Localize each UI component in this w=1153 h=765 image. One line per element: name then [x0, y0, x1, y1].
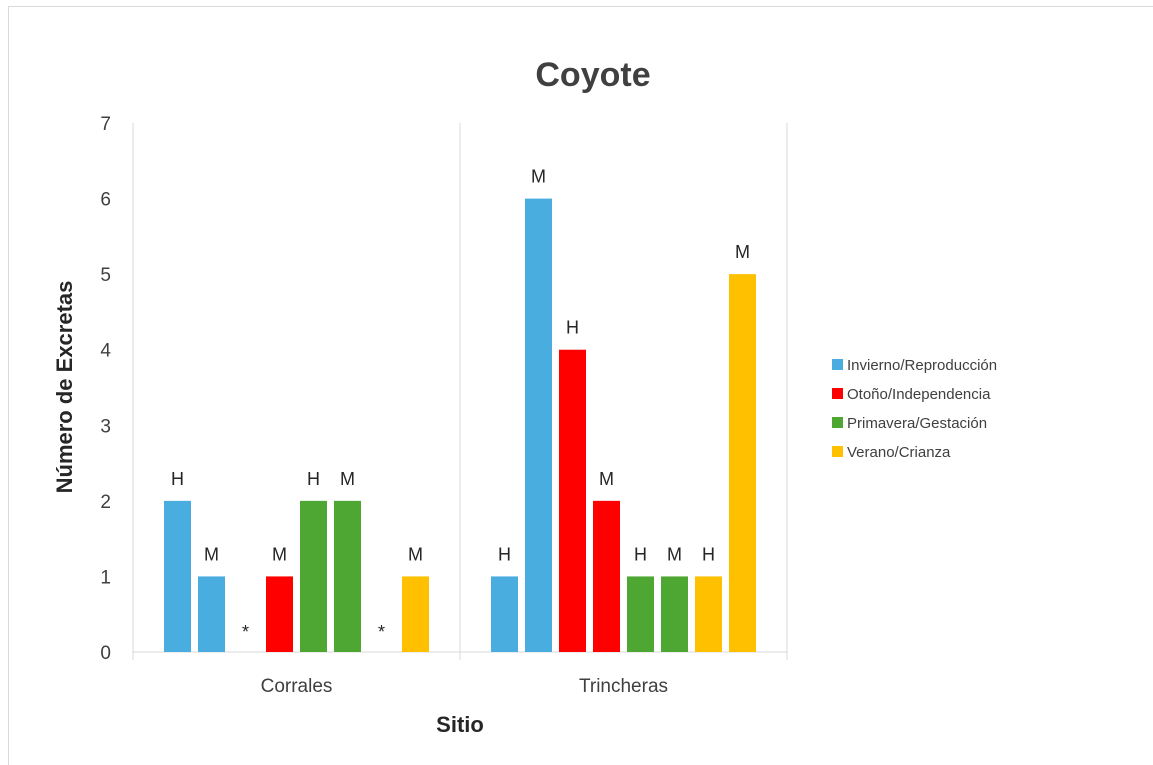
- bar: [593, 500, 620, 652]
- legend-label: Otoño/Independencia: [847, 386, 991, 403]
- data-label: H: [566, 318, 579, 338]
- data-label: *: [242, 622, 249, 642]
- chart-title: Coyote: [535, 56, 650, 94]
- bar: [559, 349, 586, 652]
- y-tick-label: 1: [100, 567, 111, 588]
- legend-swatch: [832, 388, 843, 399]
- bar: [402, 576, 429, 652]
- chart-frame: [8, 6, 1153, 765]
- legend-label: Invierno/Reproducción: [847, 357, 997, 374]
- x-axis-title: Sitio: [436, 712, 484, 737]
- x-category-label: Corrales: [261, 676, 333, 697]
- data-label: M: [272, 544, 287, 564]
- data-label: *: [378, 622, 385, 642]
- bar: [198, 576, 225, 652]
- data-label: M: [408, 544, 423, 564]
- y-tick-label: 3: [100, 416, 111, 437]
- legend-label: Primavera/Gestación: [847, 415, 987, 432]
- legend-swatch: [832, 359, 843, 370]
- data-label: M: [667, 544, 682, 564]
- y-tick-label: 7: [100, 114, 111, 135]
- bar: [661, 576, 688, 652]
- bar: [525, 198, 552, 653]
- legend-swatch: [832, 446, 843, 457]
- data-label: H: [702, 544, 715, 564]
- y-tick-label: 4: [100, 341, 111, 362]
- data-label: H: [634, 544, 647, 564]
- x-category-label: Trincheras: [579, 676, 668, 697]
- data-label: H: [498, 544, 511, 564]
- y-tick-label: 0: [100, 643, 111, 664]
- data-label: M: [531, 167, 546, 187]
- data-label: M: [735, 242, 750, 262]
- data-label: M: [204, 544, 219, 564]
- bar: [300, 500, 327, 652]
- legend-swatch: [832, 417, 843, 428]
- bar: [334, 500, 361, 652]
- legend-label: Verano/Crianza: [847, 444, 951, 461]
- y-tick-label: 6: [100, 190, 111, 211]
- bar: [491, 576, 518, 652]
- bar: [164, 500, 191, 652]
- bar: [266, 576, 293, 652]
- y-tick-label: 2: [100, 492, 111, 513]
- bar: [627, 576, 654, 652]
- y-axis-title: Número de Excretas: [52, 281, 77, 494]
- y-tick-label: 5: [100, 265, 111, 286]
- bar: [729, 274, 756, 652]
- data-label: M: [340, 469, 355, 489]
- bar: [695, 576, 722, 652]
- legend: Invierno/Reproducción Otoño/Independencia…: [832, 357, 997, 461]
- data-label: H: [171, 469, 184, 489]
- data-label: M: [599, 469, 614, 489]
- data-label: H: [307, 469, 320, 489]
